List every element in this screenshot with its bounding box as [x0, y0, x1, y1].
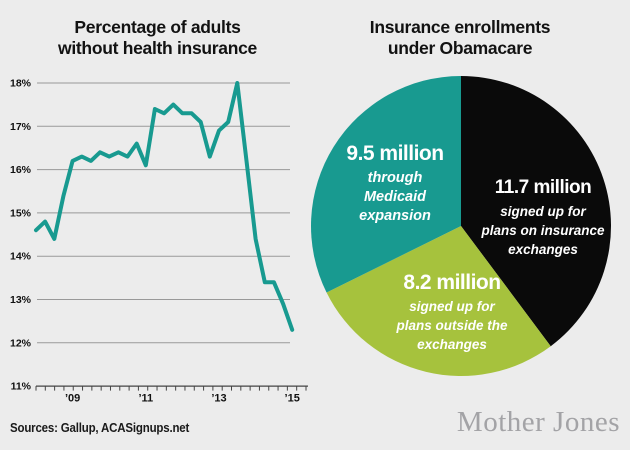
y-axis-label: 17%	[10, 121, 32, 133]
pie-chart-title-line2: under Obamacare	[387, 37, 533, 58]
uninsured-rate-line	[34, 81, 295, 332]
x-axis-label: ’09	[65, 393, 80, 405]
y-axis-label: 18%	[10, 78, 32, 90]
pie-sublabel-exchanges-line1: signed up for	[500, 204, 586, 219]
y-axis-label: 11%	[11, 381, 32, 393]
pie-chart	[311, 76, 612, 376]
pie-sublabel-outside-line3: exchanges	[417, 337, 487, 352]
x-axis-label: ’11	[138, 393, 153, 405]
pie-sublabel-medicaid-line1: through	[367, 170, 423, 186]
sources-note: Sources: Gallup, ACASignups.net	[10, 421, 190, 435]
pie-sublabel-outside-line2: plans outside the	[396, 318, 508, 333]
pie-slice-0	[461, 76, 612, 347]
pie-sublabel-outside-line1: signed up for	[409, 299, 495, 314]
line-chart: 18% 17% 16% 15% 14% 13% 12% 11% ’09 ’11 ’13 ’15	[10, 78, 308, 405]
x-axis-label: ’15	[285, 393, 300, 405]
pie-value-medicaid: 9.5 million	[346, 142, 444, 165]
pie-sublabel-medicaid-line2: Medicaid	[363, 189, 427, 205]
pie-slice-2	[311, 76, 461, 293]
line-chart-title-line1: Percentage of adults	[74, 17, 241, 37]
y-axis-label: 15%	[10, 207, 32, 219]
y-axis-label: 14%	[10, 251, 32, 263]
pie-sublabel-exchanges-line2: plans on insurance	[481, 223, 605, 238]
pie-label-outside-exchanges: 8.2 million signed up for plans outside …	[379, 271, 525, 354]
line-chart-title-line2: without health insurance	[58, 37, 257, 58]
y-axis-label: 13%	[10, 294, 32, 306]
y-axis-label: 12%	[10, 337, 32, 349]
x-axis-label: ’13	[211, 393, 226, 405]
brand-logotype: Mother Jones	[456, 406, 620, 438]
pie-slice-1	[326, 226, 551, 376]
pie-label-medicaid: 9.5 million through Medicaid expansion	[320, 142, 470, 226]
pie-sublabel-exchanges-line3: exchanges	[508, 242, 578, 257]
y-axis-label: 16%	[10, 164, 32, 176]
line-chart-title: Percentage of adults without health insu…	[0, 17, 315, 58]
pie-sublabel-medicaid-line3: expansion	[359, 208, 431, 224]
pie-chart-title-line1: Insurance enrollments	[369, 17, 551, 37]
pie-value-exchanges: 11.7 million	[494, 177, 592, 198]
pie-chart-title: Insurance enrollments under Obamacare	[300, 17, 620, 58]
pie-label-exchanges: 11.7 million signed up for plans on insu…	[477, 177, 609, 259]
pie-value-outside-exchanges: 8.2 million	[403, 271, 501, 294]
